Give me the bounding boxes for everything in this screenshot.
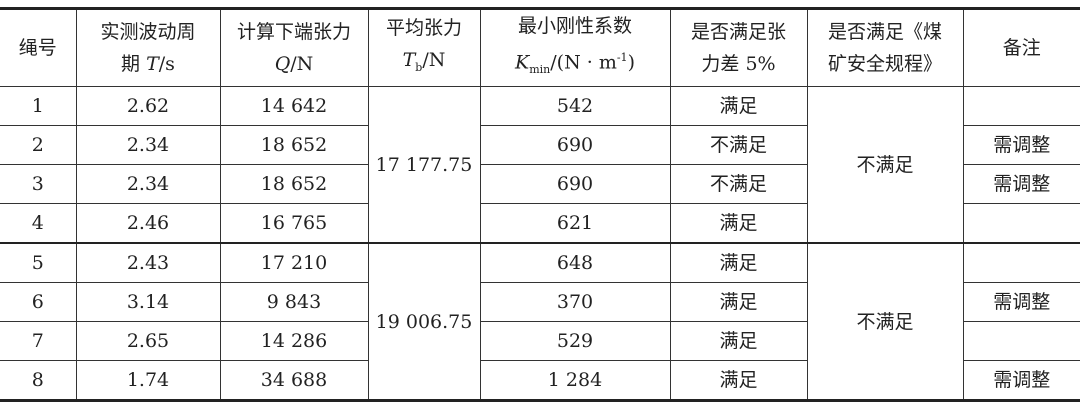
header-remark: 备注 (962, 7, 1080, 88)
cell-min-stiffness: 1 284 (479, 360, 671, 402)
cell-period: 2.34 (75, 164, 221, 205)
cell-id: 3 (0, 164, 77, 205)
cell-avg-tension: 19 006.75 (367, 242, 481, 402)
cell-min-stiffness: 648 (479, 242, 671, 284)
data-table: 绳号 实测波动周期 T/s 计算下端张力 Q/N 平均张力 Tb/N 最小刚性系数 K… (0, 7, 1080, 403)
cell-min-stiffness: 690 (479, 125, 671, 166)
header-regulation: 是否满足《煤 矿安全规程》 (806, 7, 964, 88)
header-id: 绳号 (0, 7, 77, 88)
header-tension: 计算下端张力 Q/N (219, 7, 369, 88)
table-row: 8 1.74 34 688 1 284 满足 需调整 (0, 360, 1080, 402)
cell-period: 2.34 (75, 125, 221, 166)
cell-period: 2.43 (75, 242, 221, 284)
cell-tension-diff: 满足 (669, 282, 808, 323)
cell-period: 2.65 (75, 321, 221, 362)
table-row: 5 2.43 17 210 19 006.75 648 满足 不满足 (0, 242, 1080, 402)
cell-tension-diff: 满足 (669, 321, 808, 362)
cell-remark: 需调整 (962, 282, 1080, 323)
cell-tension: 14 642 (219, 86, 369, 127)
header-row: 绳号 实测波动周期 T/s 计算下端张力 Q/N 平均张力 Tb/N 最小刚性系数 K… (0, 7, 1080, 88)
table-row: 3 2.34 18 652 690 不满足 需调整 (0, 164, 1080, 205)
table-row: 7 2.65 14 286 529 满足 (0, 321, 1080, 362)
cell-tension-diff: 不满足 (669, 164, 808, 205)
cell-tension-diff: 不满足 (669, 125, 808, 166)
cell-tension-diff: 满足 (669, 86, 808, 127)
cell-min-stiffness: 529 (479, 321, 671, 362)
cell-tension: 17 210 (219, 242, 369, 284)
cell-remark: 需调整 (962, 164, 1080, 205)
header-min-stiffness: 最小刚性系数 Kmin/(N · m-1) (479, 7, 671, 88)
cell-id: 8 (0, 360, 77, 402)
cell-remark (962, 242, 1080, 284)
cell-period: 3.14 (75, 282, 221, 323)
cell-id: 7 (0, 321, 77, 362)
cell-tension: 9 843 (219, 282, 369, 323)
header-period: 实测波动周期 T/s (75, 7, 221, 88)
cell-tension-diff: 满足 (669, 242, 808, 284)
header-avg-tension: 平均张力 Tb/N (367, 7, 481, 88)
cell-tension: 18 652 (219, 125, 369, 166)
cell-regulation: 不满足 (806, 242, 964, 402)
cell-remark (962, 321, 1080, 362)
header-tension-diff: 是否满足张 力差 5% (669, 7, 808, 88)
cell-id: 5 (0, 242, 77, 284)
cell-remark: 需调整 (962, 125, 1080, 166)
table-row: 1 2.62 14 642 17 177.75 542 满足 不满足 (0, 86, 1080, 244)
cell-remark: 需调整 (962, 360, 1080, 402)
cell-min-stiffness: 370 (479, 282, 671, 323)
table-row: 4 2.46 16 765 621 满足 (0, 203, 1080, 244)
table-row: 6 3.14 9 843 370 满足 需调整 (0, 282, 1080, 323)
cell-tension: 16 765 (219, 203, 369, 244)
cell-id: 2 (0, 125, 77, 166)
cell-tension: 14 286 (219, 321, 369, 362)
cell-min-stiffness: 542 (479, 86, 671, 127)
cell-min-stiffness: 690 (479, 164, 671, 205)
cell-id: 1 (0, 86, 77, 127)
cell-tension-diff: 满足 (669, 360, 808, 402)
cell-tension-diff: 满足 (669, 203, 808, 244)
cell-id: 6 (0, 282, 77, 323)
cell-remark (962, 86, 1080, 127)
cell-remark (962, 203, 1080, 244)
cell-min-stiffness: 621 (479, 203, 671, 244)
cell-period: 1.74 (75, 360, 221, 402)
cell-period: 2.46 (75, 203, 221, 244)
cell-id: 4 (0, 203, 77, 244)
cell-tension: 34 688 (219, 360, 369, 402)
cell-regulation: 不满足 (806, 86, 964, 244)
cell-period: 2.62 (75, 86, 221, 127)
cell-avg-tension: 17 177.75 (367, 86, 481, 244)
cell-tension: 18 652 (219, 164, 369, 205)
